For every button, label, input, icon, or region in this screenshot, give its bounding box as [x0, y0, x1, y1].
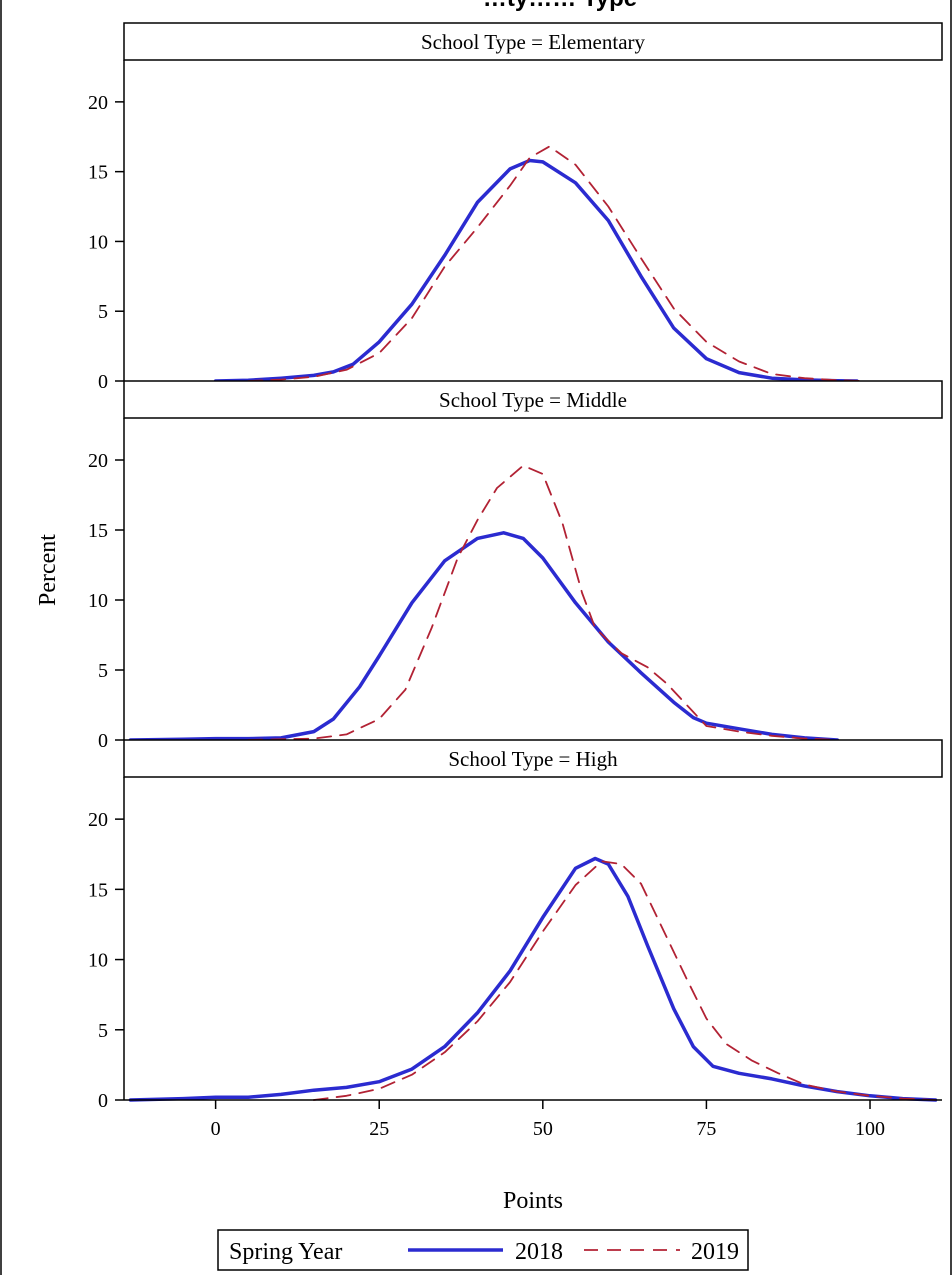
x-tick-label: 50 [533, 1118, 553, 1140]
y-tick-label: 10 [88, 950, 108, 972]
panel-2: School Type = Middle 0 5 10 15 20 [88, 380, 943, 752]
x-tick-label: 75 [696, 1118, 716, 1140]
legend-title: Spring Year [229, 1239, 342, 1265]
y-tick-label: 5 [98, 301, 108, 323]
y-tick-label: 20 [88, 809, 108, 831]
series-line-2019 [247, 464, 839, 741]
x-axis: 0 25 50 75 100 [124, 1099, 942, 1140]
y-tick-label: 0 [98, 371, 108, 393]
panel-1: School Type = Elementary 0 5 10 15 20 [88, 22, 943, 393]
y-tick-label: 0 [98, 730, 108, 752]
y-tick-label: 20 [88, 92, 108, 114]
y-tick-label: 15 [88, 162, 108, 184]
panel-header [123, 739, 943, 778]
y-tick-label: 5 [98, 1020, 108, 1042]
legend-label-2018: 2018 [515, 1239, 563, 1265]
panel-header [123, 380, 943, 419]
y-tick-label: 0 [98, 1090, 108, 1112]
y-tick-label: 15 [88, 879, 108, 901]
legend: Spring Year 2018 2019 [217, 1229, 749, 1271]
series-line-2018 [128, 531, 840, 742]
y-axis-title: Percent [35, 534, 61, 606]
y-tick-label: 20 [88, 450, 108, 472]
legend-label-2019: 2019 [691, 1239, 739, 1265]
series-line-2018 [213, 158, 859, 383]
panel-3: School Type = High 0 5 10 15 20 [88, 739, 943, 1112]
x-tick-label: 25 [369, 1118, 389, 1140]
x-tick-label: 0 [211, 1118, 221, 1140]
x-tick-label: 100 [855, 1118, 885, 1140]
x-axis-title: Points [503, 1188, 563, 1214]
panel-label: School Type = Elementary [421, 30, 646, 54]
series-line-2019 [312, 860, 937, 1101]
y-tick-label: 15 [88, 520, 108, 542]
panel-header [123, 22, 943, 61]
series-line-2018 [128, 856, 938, 1102]
y-tick-label: 10 [88, 590, 108, 612]
y-tick-label: 5 [98, 660, 108, 682]
panel-label: School Type = Middle [439, 388, 627, 412]
chart-title: …ty…… Type [483, 0, 637, 12]
y-tick-label: 10 [88, 231, 108, 253]
series-line-2019 [247, 145, 865, 382]
panel-label: School Type = High [448, 747, 618, 771]
